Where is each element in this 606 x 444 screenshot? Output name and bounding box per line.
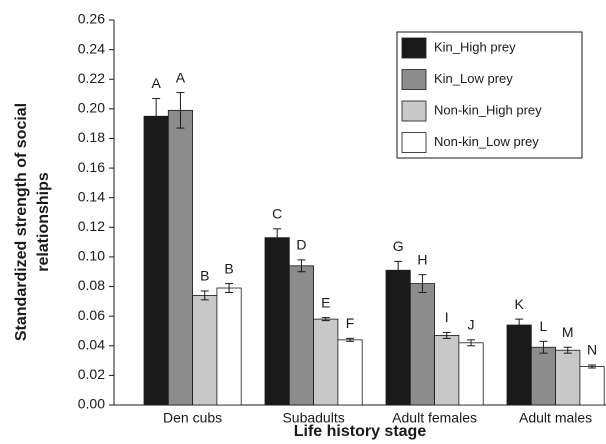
legend-swatch xyxy=(401,37,427,59)
bar xyxy=(288,265,314,406)
legend-label: Non-kin_High prey xyxy=(434,102,542,117)
significance-letter: A xyxy=(176,69,186,85)
y-tick-label: 0.12 xyxy=(78,218,105,234)
bar xyxy=(458,342,484,406)
legend-swatch xyxy=(401,100,427,122)
x-tick-label: Subadults xyxy=(282,410,344,426)
bar xyxy=(506,324,532,406)
y-tick-label: 0.22 xyxy=(78,70,105,86)
bar xyxy=(216,287,242,406)
legend-label: Non-kin_Low prey xyxy=(434,134,539,149)
significance-letter: G xyxy=(393,238,404,254)
y-tick-label: 0.26 xyxy=(78,11,105,27)
significance-letter: B xyxy=(224,260,233,276)
significance-letter: L xyxy=(540,318,548,334)
significance-letter: D xyxy=(296,237,306,253)
x-tick-label: Den cubs xyxy=(163,410,222,426)
bar xyxy=(143,115,169,406)
legend-box xyxy=(396,31,583,159)
significance-letter: I xyxy=(445,309,449,325)
y-tick-label: 0.14 xyxy=(78,188,105,204)
bar xyxy=(555,349,581,406)
bar xyxy=(192,295,218,406)
bar xyxy=(579,366,605,406)
y-axis-title: Standardized strength of social xyxy=(13,103,30,341)
significance-letter: J xyxy=(468,317,475,333)
legend-label: Kin_Low prey xyxy=(434,71,513,86)
y-tick-label: 0.16 xyxy=(78,159,105,175)
bar xyxy=(409,283,435,406)
y-tick-label: 0.00 xyxy=(78,396,105,412)
legend-swatch xyxy=(401,69,427,90)
y-tick-label: 0.18 xyxy=(78,129,105,145)
significance-letter: K xyxy=(514,296,524,312)
significance-letter: A xyxy=(151,75,161,91)
significance-letter: B xyxy=(200,268,209,284)
significance-letter: M xyxy=(562,324,574,340)
bar xyxy=(313,318,339,406)
bar xyxy=(530,346,556,406)
x-axis-title: Life history stage xyxy=(294,423,427,440)
bar xyxy=(385,269,411,406)
legend-swatch xyxy=(401,132,427,153)
legend-label: Kin_High prey xyxy=(434,39,516,54)
bar xyxy=(264,237,290,406)
significance-letter: E xyxy=(321,294,330,310)
significance-letter: H xyxy=(417,251,427,267)
bar xyxy=(434,335,460,406)
significance-letter: F xyxy=(346,315,355,331)
y-tick-label: 0.04 xyxy=(78,336,105,352)
significance-letter: N xyxy=(587,342,597,358)
y-tick-label: 0.02 xyxy=(78,366,105,382)
y-tick-label: 0.20 xyxy=(78,100,105,116)
bar xyxy=(337,339,363,406)
x-tick-label: Adult males xyxy=(519,410,592,426)
x-tick-label: Adult females xyxy=(392,410,477,426)
y-tick-label: 0.06 xyxy=(78,307,105,323)
y-tick-label: 0.08 xyxy=(78,277,105,293)
y-tick-label: 0.10 xyxy=(78,248,105,264)
bar xyxy=(167,109,194,406)
y-tick-label: 0.24 xyxy=(78,40,105,56)
significance-letter: C xyxy=(272,205,282,221)
y-axis-title: relationships xyxy=(35,172,52,272)
